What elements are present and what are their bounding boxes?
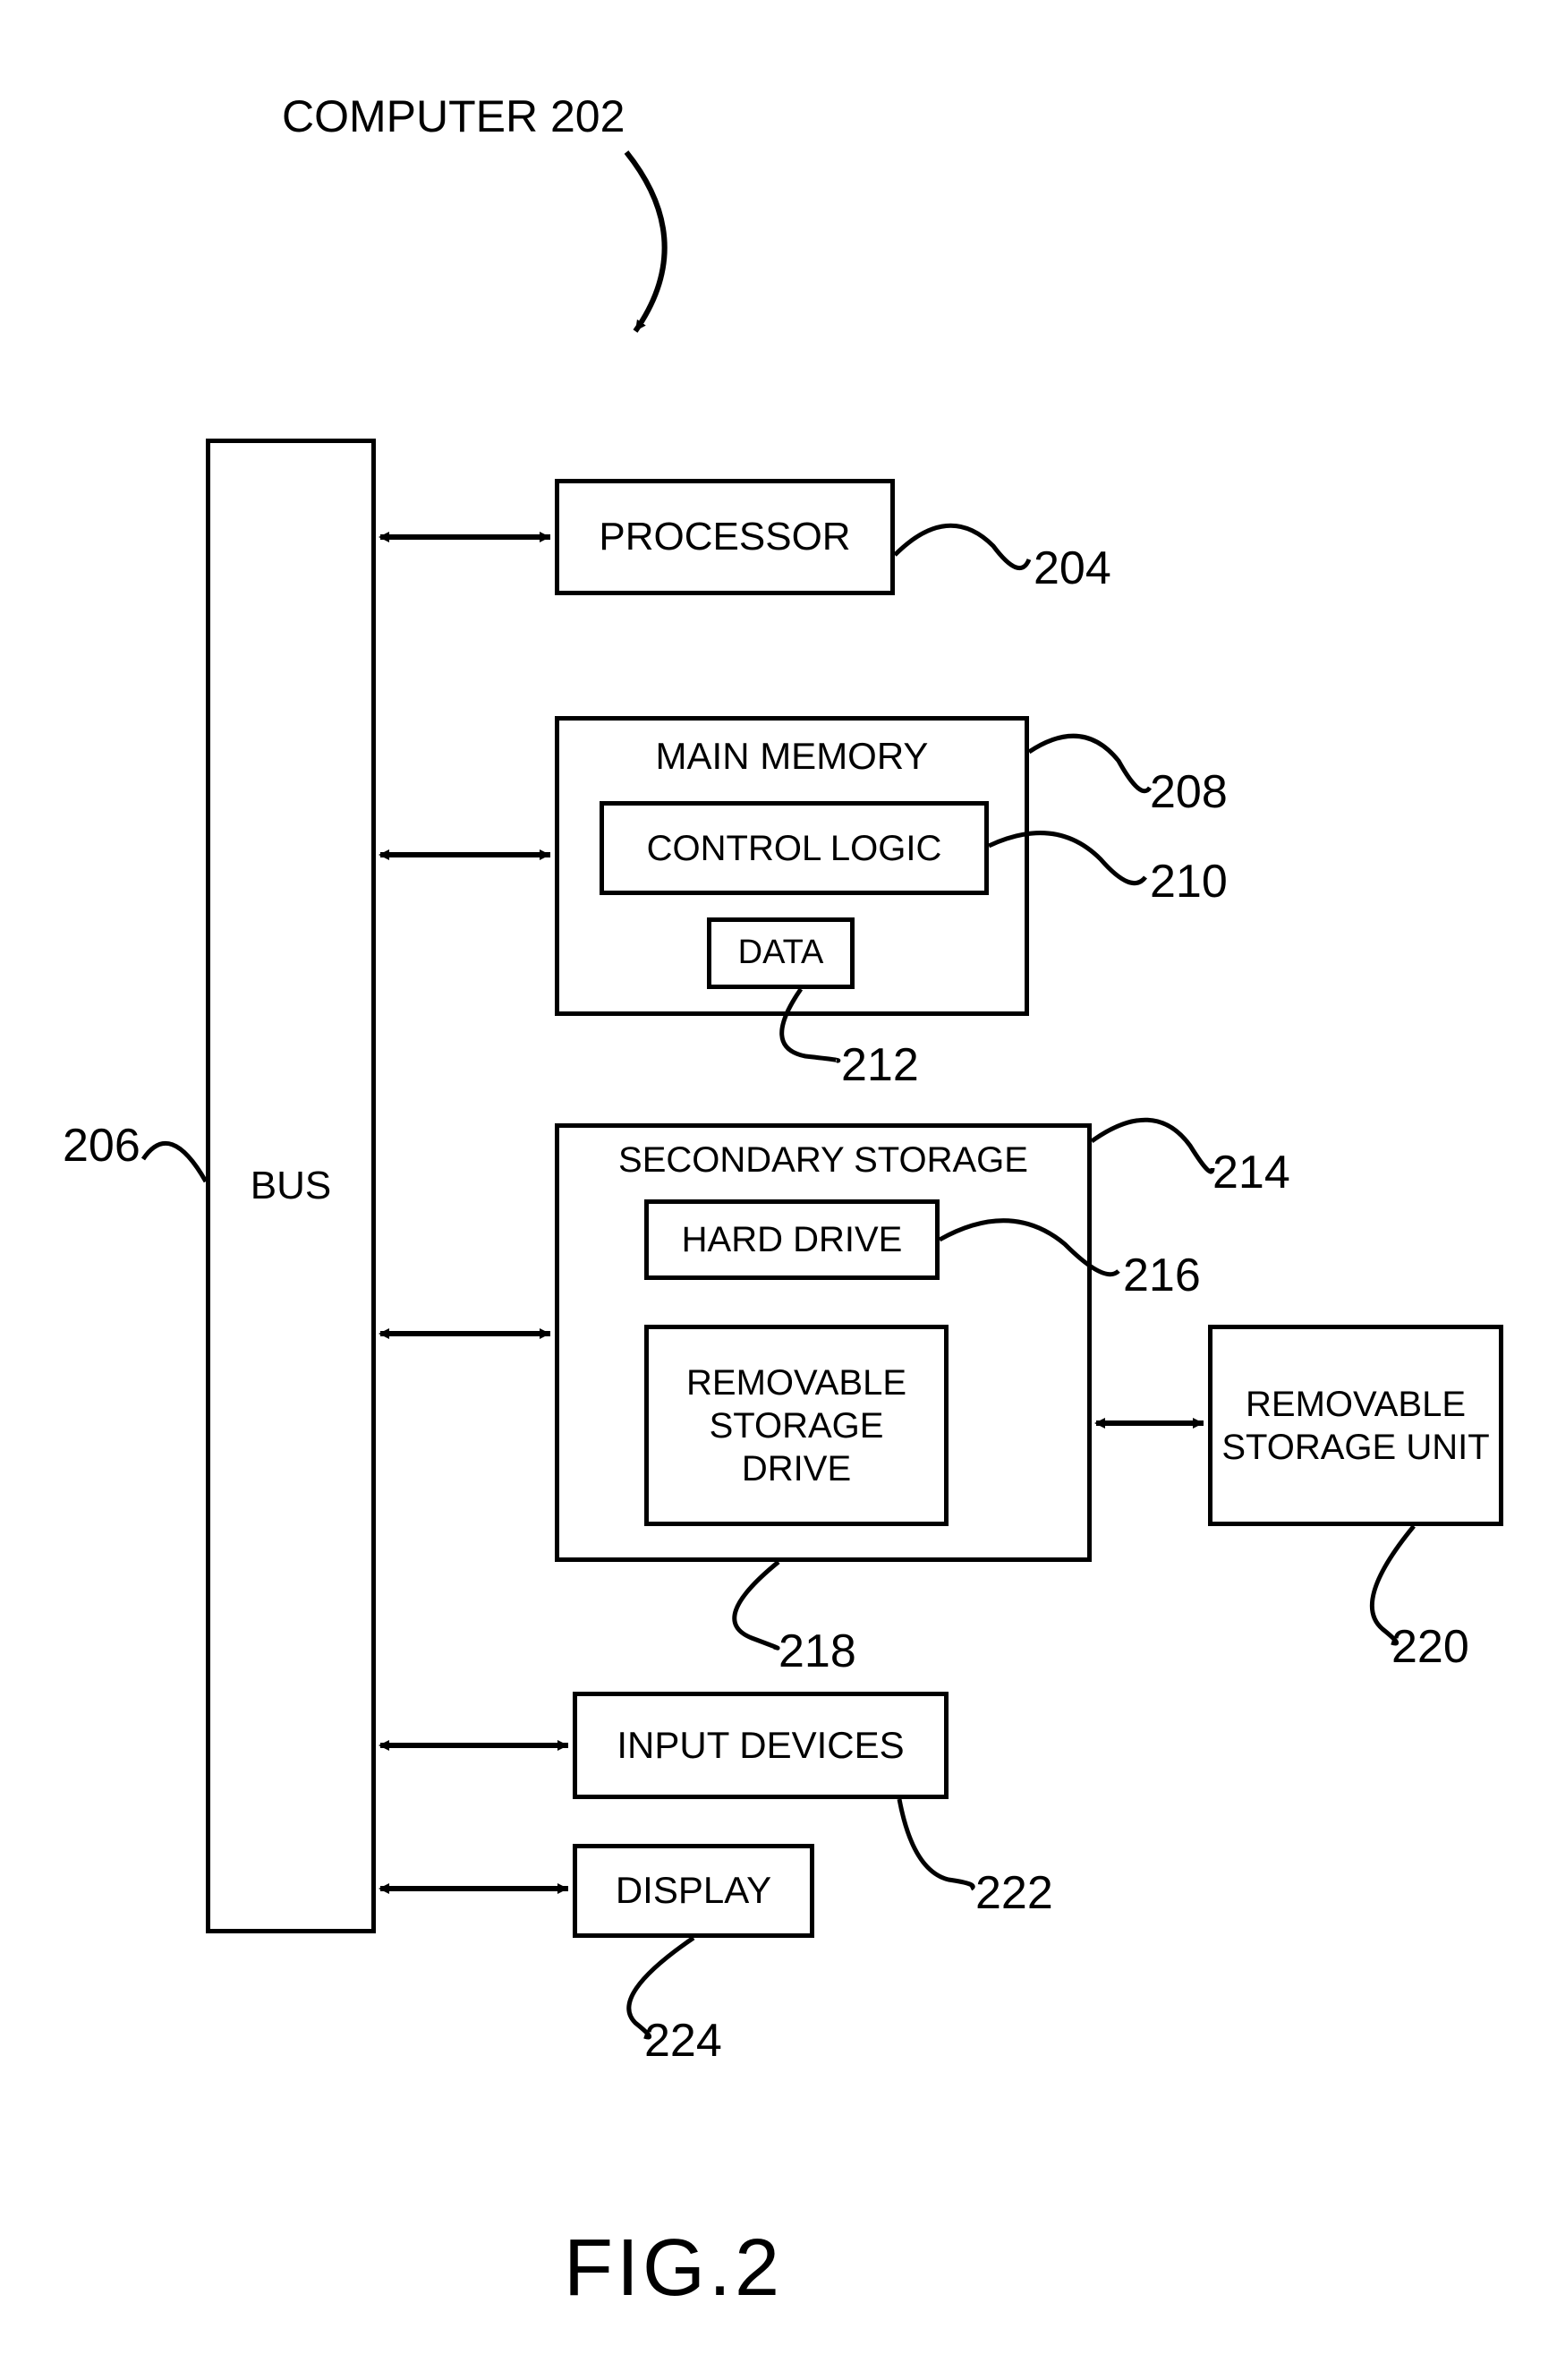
removable-storage-drive-label: REMOVABLE STORAGE DRIVE: [649, 1361, 944, 1490]
ref-220: 220: [1391, 1620, 1469, 1674]
figure-caption: FIG.2: [564, 2220, 783, 2316]
diagram-canvas: COMPUTER 202 BUS PROCESSOR MAIN MEMORY C…: [0, 0, 1557, 2380]
ref-212: 212: [841, 1038, 919, 1092]
ref-224: 224: [644, 2014, 722, 2068]
ref-218: 218: [778, 1625, 856, 1678]
control-logic-label: CONTROL LOGIC: [647, 827, 942, 870]
ref-210: 210: [1150, 855, 1228, 908]
processor-label: PROCESSOR: [599, 514, 850, 561]
secondary-storage-label: SECONDARY STORAGE: [618, 1139, 1028, 1181]
data-label: DATA: [738, 933, 824, 974]
block-processor: PROCESSOR: [555, 479, 895, 595]
removable-storage-unit-label: REMOVABLE STORAGE UNIT: [1212, 1383, 1499, 1469]
input-devices-label: INPUT DEVICES: [617, 1723, 904, 1768]
bus-label: BUS: [251, 1163, 331, 1210]
block-bus: BUS: [206, 439, 376, 1933]
title-pointer: [626, 152, 665, 331]
ref-222: 222: [975, 1866, 1053, 1920]
leader-206: [143, 1143, 206, 1181]
block-data: DATA: [707, 917, 855, 989]
hard-drive-label: HARD DRIVE: [682, 1218, 903, 1261]
block-removable-storage-unit: REMOVABLE STORAGE UNIT: [1208, 1325, 1503, 1526]
ref-206: 206: [63, 1119, 140, 1173]
ref-208: 208: [1150, 765, 1228, 819]
block-hard-drive: HARD DRIVE: [644, 1199, 940, 1280]
ref-216: 216: [1123, 1249, 1201, 1302]
block-display: DISPLAY: [573, 1844, 814, 1938]
leader-218: [735, 1562, 778, 1648]
leader-222: [899, 1799, 973, 1889]
block-input-devices: INPUT DEVICES: [573, 1692, 949, 1799]
leader-214: [1092, 1120, 1212, 1172]
display-label: DISPLAY: [616, 1868, 771, 1913]
block-control-logic: CONTROL LOGIC: [600, 801, 989, 895]
ref-214: 214: [1212, 1146, 1290, 1199]
ref-204: 204: [1034, 542, 1111, 595]
leader-204: [895, 525, 1029, 567]
block-removable-storage-drive: REMOVABLE STORAGE DRIVE: [644, 1325, 949, 1526]
leader-208: [1029, 736, 1150, 791]
main-memory-label: MAIN MEMORY: [656, 734, 929, 779]
diagram-title: COMPUTER 202: [282, 90, 625, 143]
